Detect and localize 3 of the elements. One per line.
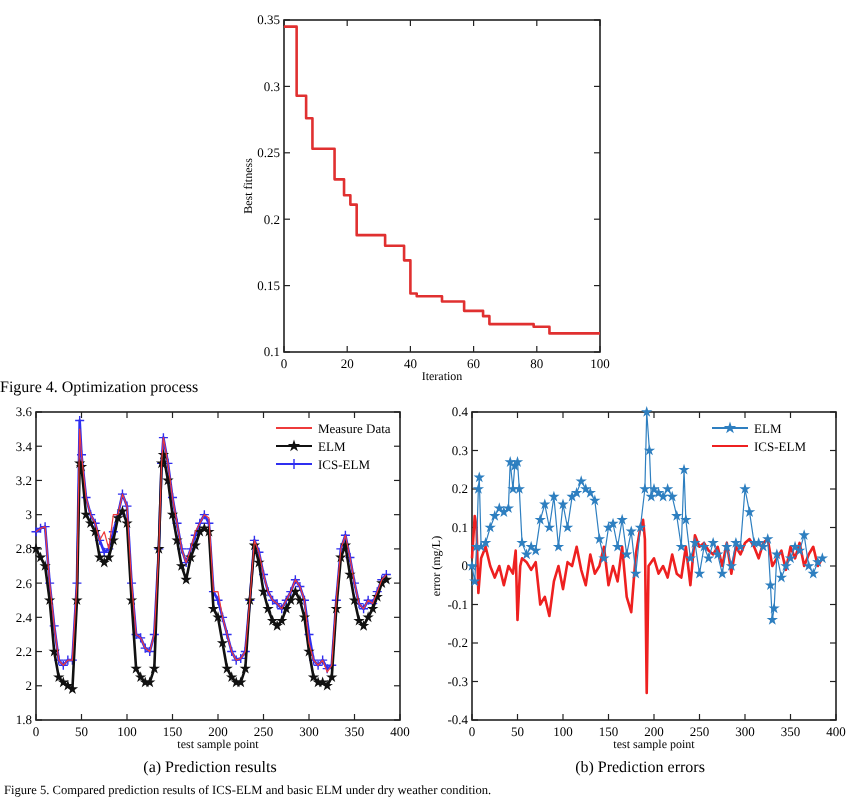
text: (b) Prediction errors	[575, 758, 705, 776]
caption: Figure 4. Optimization process	[0, 378, 199, 396]
text: (a) Prediction results	[143, 758, 277, 776]
